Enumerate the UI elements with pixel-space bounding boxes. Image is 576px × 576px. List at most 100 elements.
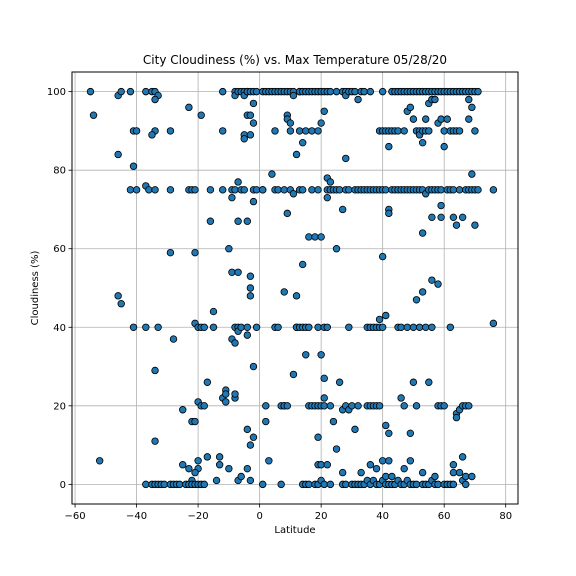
data-point xyxy=(305,323,313,331)
data-point xyxy=(129,162,138,170)
y-tick-label: 0 xyxy=(60,480,66,491)
data-point xyxy=(252,186,261,194)
data-point xyxy=(422,115,430,123)
data-point xyxy=(437,186,445,194)
plot-frame xyxy=(71,71,519,505)
data-point xyxy=(409,115,418,123)
data-point xyxy=(151,186,159,194)
data-point xyxy=(166,186,175,194)
data-point xyxy=(320,402,328,410)
y-tick-label: 40 xyxy=(53,323,66,334)
x-tick-label: 0 xyxy=(256,511,262,522)
data-point xyxy=(246,441,255,449)
data-point xyxy=(455,468,464,477)
data-point xyxy=(166,127,175,135)
data-point xyxy=(489,319,498,328)
data-point xyxy=(219,87,227,96)
data-point xyxy=(240,135,248,143)
data-point xyxy=(437,213,445,222)
data-point xyxy=(222,390,230,398)
data-point xyxy=(219,186,227,194)
data-point xyxy=(354,402,362,410)
data-point xyxy=(342,154,350,163)
data-point xyxy=(142,480,150,489)
data-point xyxy=(249,362,258,371)
data-point xyxy=(268,170,276,178)
data-point xyxy=(418,138,427,147)
data-point xyxy=(277,480,285,489)
x-axis-label: Latitude xyxy=(274,525,315,536)
data-point xyxy=(418,468,427,477)
data-point xyxy=(388,472,396,481)
data-point xyxy=(434,480,442,489)
data-point xyxy=(326,87,335,96)
data-point xyxy=(351,87,359,96)
y-tick-label: 80 xyxy=(53,166,66,177)
data-point xyxy=(431,472,439,481)
data-point xyxy=(357,468,365,477)
data-point xyxy=(95,457,104,465)
data-point xyxy=(283,402,292,410)
data-point xyxy=(228,268,236,276)
data-point xyxy=(382,186,390,194)
data-point xyxy=(200,480,208,489)
data-point xyxy=(117,87,125,96)
data-point xyxy=(126,186,135,194)
data-point xyxy=(468,472,476,481)
data-point xyxy=(418,229,427,237)
data-point xyxy=(194,457,202,465)
data-point xyxy=(317,351,325,359)
data-point xyxy=(179,461,187,469)
data-point xyxy=(406,429,415,438)
data-point xyxy=(200,323,208,331)
data-point xyxy=(231,186,239,194)
data-point xyxy=(289,370,298,379)
data-point xyxy=(286,119,295,127)
data-point xyxy=(412,480,421,489)
data-point xyxy=(237,323,245,331)
data-point xyxy=(428,323,436,331)
data-point xyxy=(431,95,439,104)
data-point xyxy=(154,323,162,331)
data-point xyxy=(151,437,159,445)
data-point xyxy=(259,186,267,194)
data-point xyxy=(425,127,433,135)
data-point xyxy=(437,115,445,123)
data-point xyxy=(400,402,408,410)
x-tick-label: −20 xyxy=(188,511,209,522)
data-point xyxy=(126,87,135,96)
data-point xyxy=(274,186,282,194)
data-point xyxy=(326,178,335,186)
data-point xyxy=(409,378,418,386)
data-point xyxy=(191,468,199,477)
data-point xyxy=(249,99,258,108)
x-tick-label: 60 xyxy=(438,511,451,522)
data-point xyxy=(209,307,218,316)
data-point xyxy=(314,323,322,331)
data-point xyxy=(351,425,359,434)
data-point xyxy=(320,374,328,383)
data-point xyxy=(231,339,239,347)
data-point xyxy=(262,417,270,426)
x-tick-label: 40 xyxy=(376,511,389,522)
axis-ticks: −60 −40 −20 0 20 40 60 80 0 20 40 60 80 100 xyxy=(47,87,512,522)
data-point xyxy=(228,193,236,202)
data-point xyxy=(375,402,384,410)
data-point xyxy=(222,398,230,406)
y-axis-label: Cloudiness (%) xyxy=(30,251,41,326)
data-point xyxy=(206,217,215,225)
data-point xyxy=(335,378,344,386)
data-point xyxy=(360,87,368,96)
data-point xyxy=(308,186,316,194)
data-point xyxy=(462,480,470,489)
data-point xyxy=(234,268,242,276)
data-point xyxy=(292,292,301,300)
data-point xyxy=(474,87,482,96)
y-tick-label: 60 xyxy=(53,244,66,255)
data-point xyxy=(400,127,408,135)
data-point xyxy=(440,127,448,135)
data-point xyxy=(397,394,405,402)
data-point xyxy=(151,366,159,375)
data-point xyxy=(397,323,405,331)
data-point xyxy=(243,331,252,339)
